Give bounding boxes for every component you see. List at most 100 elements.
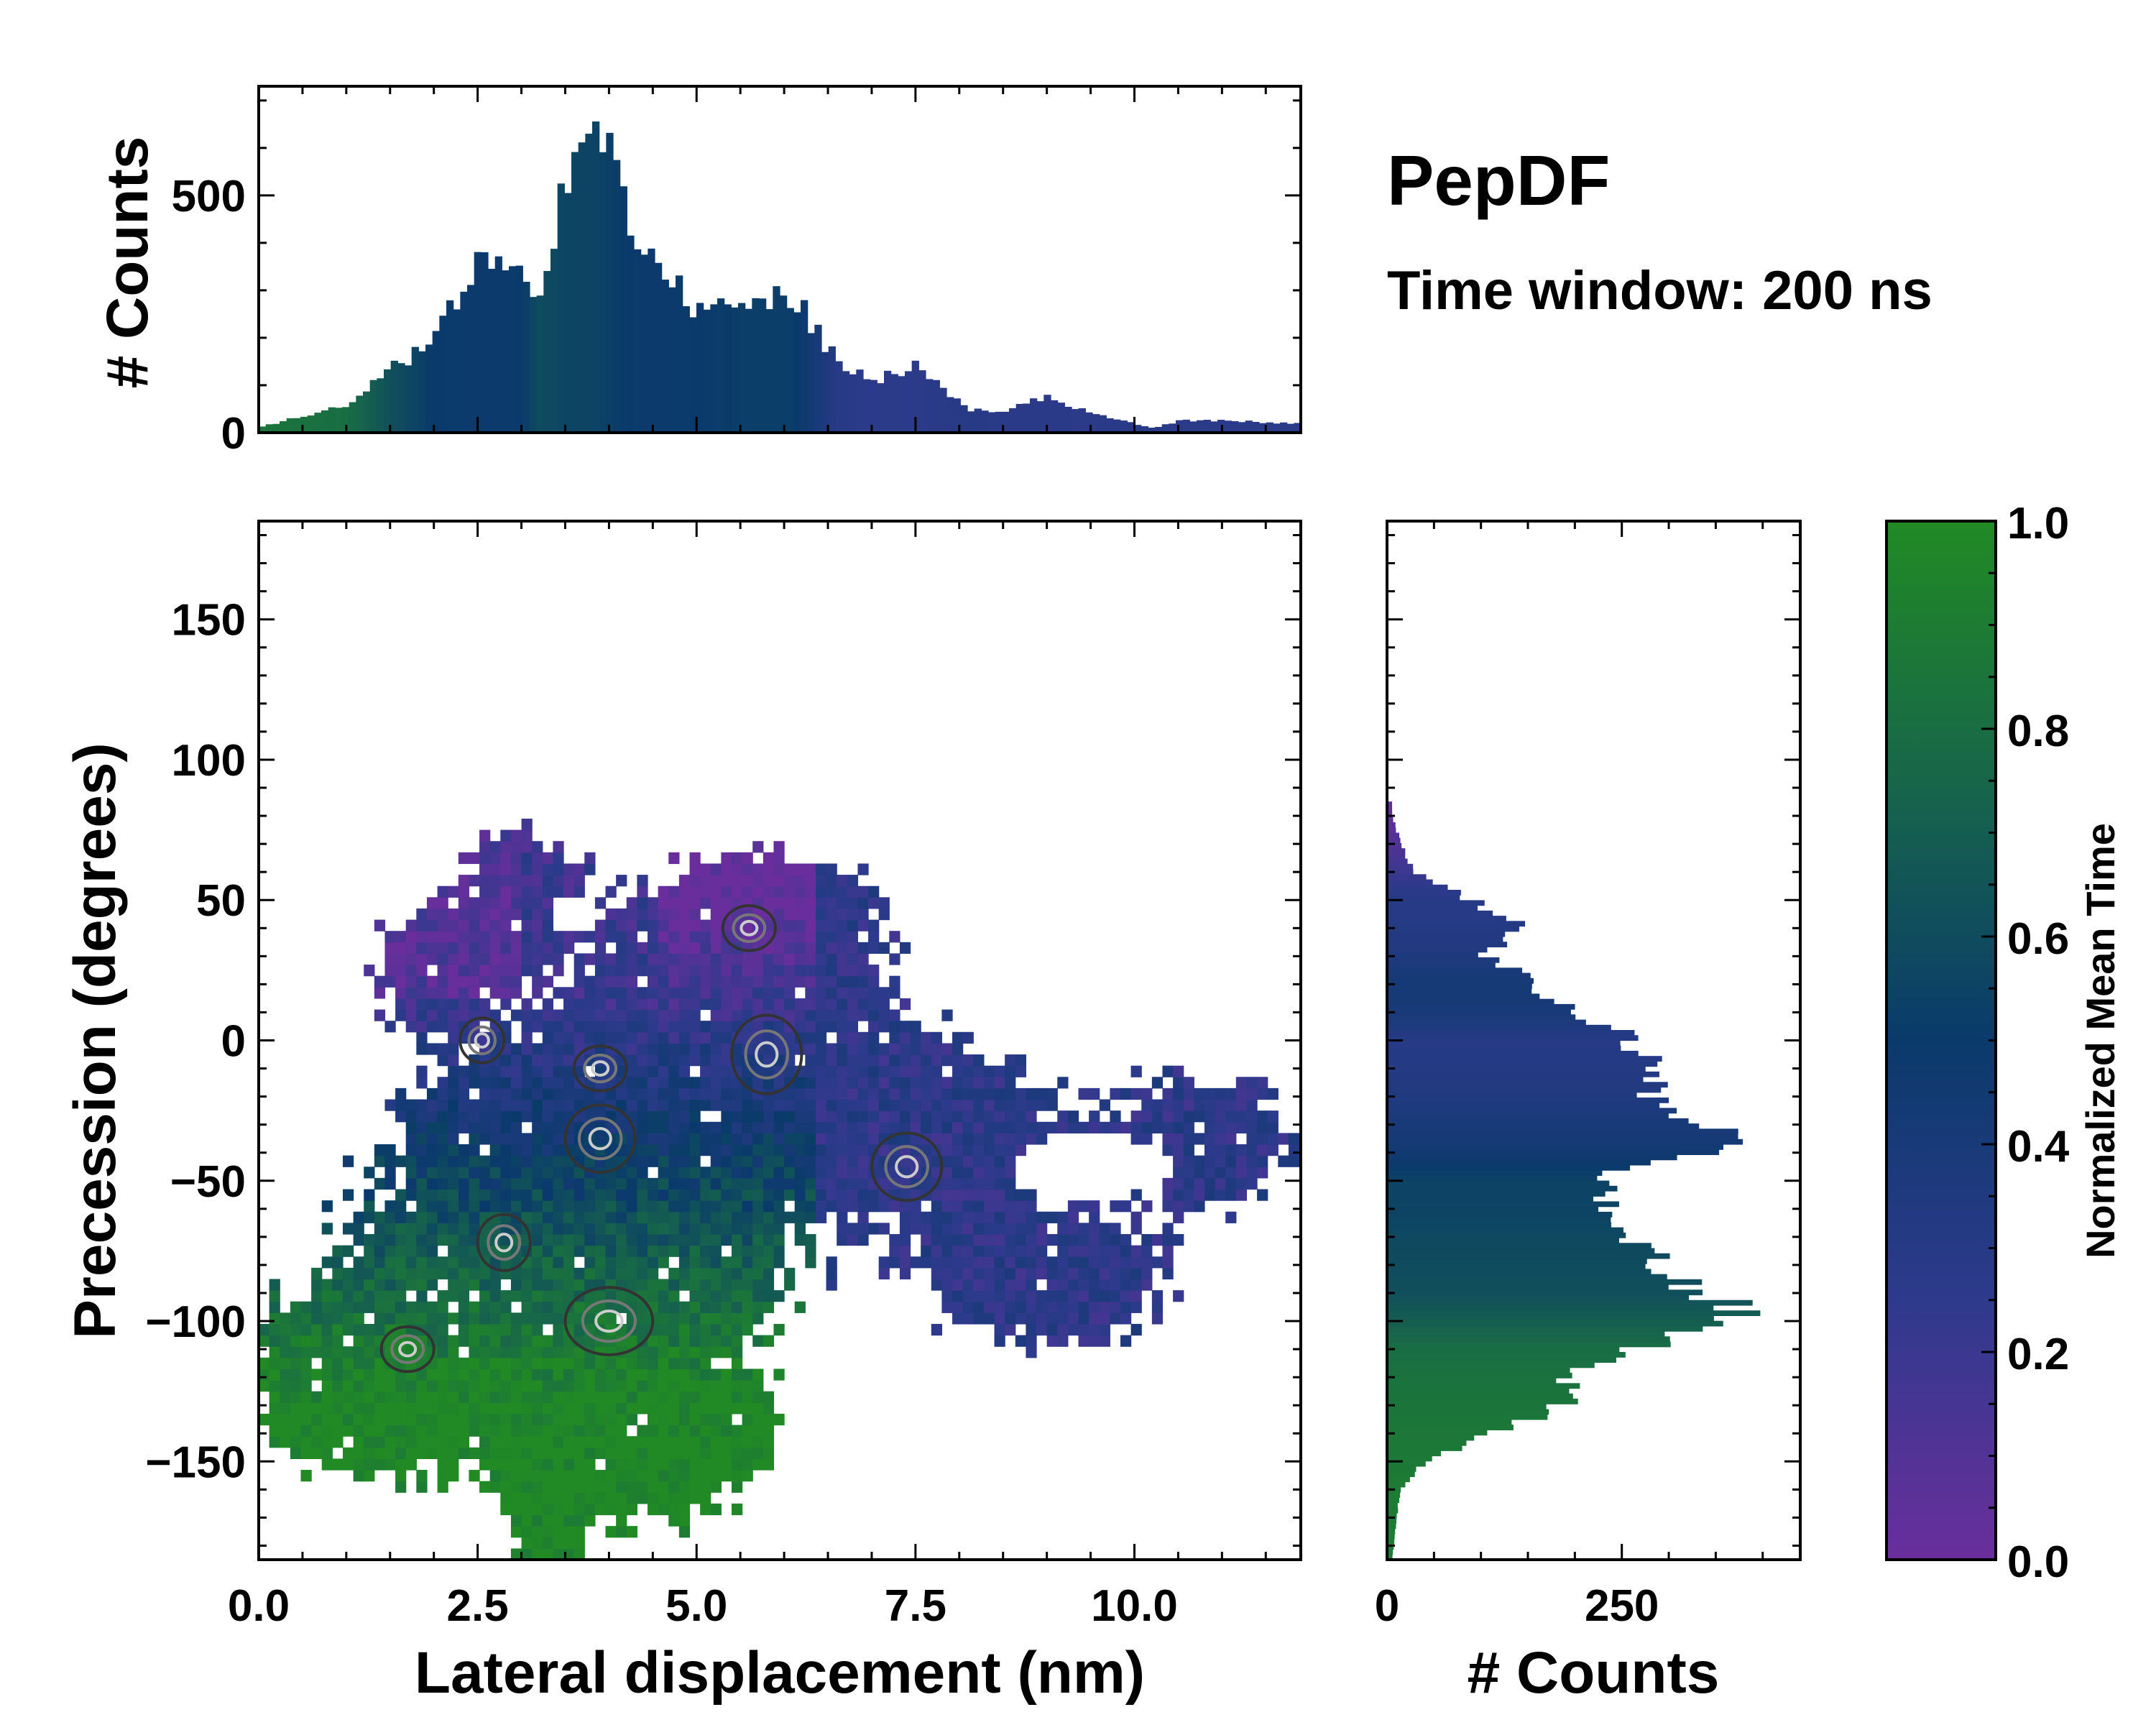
heatmap-cell-1069 (553, 1177, 564, 1190)
top-bar-59 (668, 287, 676, 433)
heatmap-cell-2447 (847, 1009, 859, 1021)
heatmap-cell-2685 (952, 1279, 964, 1291)
heatmap-cell-2565 (889, 987, 900, 999)
right-bar-123 (1387, 916, 1506, 921)
heatmap-cell-2291 (794, 897, 806, 909)
top-bar-67 (724, 304, 732, 433)
heatmap-cell-853 (521, 1526, 533, 1538)
contour-5-1 (467, 1025, 497, 1056)
heatmap-cell-94 (321, 1256, 333, 1269)
heatmap-cell-864 (521, 1402, 533, 1414)
heatmap-cell-406 (426, 1133, 438, 1145)
heatmap-cell-2750 (973, 1121, 985, 1133)
heatmap-cell-1847 (700, 1099, 711, 1111)
heatmap-cell-1282 (594, 1245, 607, 1257)
heatmap-cell-706 (489, 1144, 501, 1156)
heatmap-cell-2925 (1067, 1121, 1079, 1133)
heatmap-cell-1728 (678, 1177, 691, 1190)
heatmap-cell-2820 (1005, 1155, 1016, 1167)
top-bar-117 (1072, 409, 1079, 433)
heatmap-cell-823 (510, 1177, 522, 1190)
heatmap-cell-1525 (637, 953, 648, 965)
heatmap-cell-1996 (731, 1256, 743, 1269)
heatmap-cell-2360 (815, 875, 827, 887)
heatmap-cell-1202 (573, 965, 585, 977)
heatmap-cell-2891 (1046, 1267, 1058, 1280)
heatmap-cell-1653 (668, 1380, 680, 1392)
heatmap-cell-1000 (542, 1267, 554, 1280)
heatmap-cell-860 (521, 1447, 533, 1459)
heatmap-cell-2909 (1057, 1211, 1069, 1223)
heatmap-cell-257 (395, 1402, 407, 1414)
heatmap-cell-1045 (553, 1447, 564, 1459)
heatmap-cell-3008 (1130, 1087, 1142, 1100)
heatmap-cell-1183 (573, 1177, 585, 1190)
heatmap-cell-951 (532, 1133, 543, 1145)
heatmap-cell-497 (448, 1177, 459, 1190)
heatmap-cell-2508 (868, 1021, 880, 1033)
heatmap-cell-1122 (563, 1245, 575, 1257)
heatmap-cell-1127 (563, 1189, 575, 1201)
heatmap-cell-2048 (742, 1267, 753, 1280)
heatmap-cell-2346 (815, 1031, 827, 1044)
heatmap-cell-23 (280, 1413, 291, 1426)
heatmap-cell-1564 (648, 1133, 659, 1145)
heatmap-cell-2429 (847, 1223, 859, 1235)
heatmap-cell-3022 (1151, 1301, 1164, 1313)
heatmap-cell-287 (395, 942, 407, 954)
heatmap-cell-118 (342, 1425, 354, 1437)
heatmap-cell-69 (311, 1346, 323, 1358)
heatmap-cell-2043 (742, 1323, 753, 1336)
heatmap-cell-610 (469, 987, 480, 999)
heatmap-cell-1569 (648, 1077, 659, 1089)
heatmap-cell-867 (521, 1368, 533, 1381)
heatmap-cell-2942 (1089, 1323, 1100, 1336)
heatmap-cell-623 (479, 1447, 491, 1459)
top-bar-89 (877, 383, 885, 433)
heatmap-cell-782 (500, 931, 512, 943)
heatmap-cell-2738 (973, 1256, 985, 1269)
heatmap-cell-2369 (826, 1155, 837, 1167)
heatmap-cell-3065 (1183, 1155, 1194, 1167)
heatmap-cell-2867 (1026, 1121, 1037, 1133)
heatmap-cell-1046 (553, 1436, 564, 1448)
heatmap-cell-2198 (773, 1177, 785, 1190)
heatmap-cell-566 (458, 919, 470, 932)
heatmap-cell-1980 (731, 1447, 743, 1459)
heatmap-cell-2317 (805, 998, 816, 1011)
heatmap-cell-313 (405, 1167, 417, 1179)
heatmap-cell-2869 (1026, 1099, 1037, 1111)
heatmap-cell-2153 (763, 1223, 775, 1235)
heatmap-cell-871 (521, 1323, 533, 1336)
heatmap-cell-1237 (584, 1189, 596, 1201)
heatmap-cell-2357 (815, 908, 827, 921)
heatmap-cell-2054 (742, 1200, 753, 1213)
top-bar-75 (780, 295, 788, 433)
top-bar-0 (259, 426, 267, 433)
right-histogram-xlabel: # Counts (1468, 1640, 1720, 1706)
heatmap-cell-2827 (1005, 1077, 1016, 1089)
heatmap-cell-1643 (668, 1492, 680, 1504)
heatmap-cell-1723 (678, 1233, 691, 1246)
heatmap-cell-1157 (573, 1481, 585, 1493)
heatmap-cell-2323 (805, 931, 816, 943)
heatmap-cell-1666 (668, 1223, 680, 1235)
right-bar-83 (1387, 1123, 1700, 1129)
heatmap-cell-1011 (542, 1144, 554, 1156)
heatmap-cell-1082 (553, 1031, 564, 1044)
heatmap-cell-635 (479, 1312, 491, 1325)
top-bar-88 (870, 380, 877, 433)
heatmap-cell-1087 (553, 953, 564, 965)
heatmap-cell-2326 (805, 897, 816, 909)
heatmap-cell-339 (416, 1368, 428, 1381)
right-bar-92 (1387, 1077, 1644, 1082)
top-bar-17 (377, 378, 384, 433)
heatmap-cell-2168 (763, 1054, 775, 1067)
heatmap-cell-2705 (952, 1054, 964, 1067)
heatmap-cell-1048 (553, 1413, 564, 1426)
heatmap-cell-2076 (742, 953, 753, 965)
heatmap-cell-2 (259, 1368, 270, 1381)
heatmap-cell-1267 (594, 1413, 607, 1426)
heatmap-cell-2044 (742, 1312, 753, 1325)
